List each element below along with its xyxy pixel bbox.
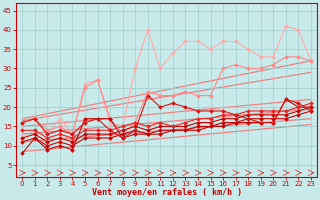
X-axis label: Vent moyen/en rafales ( km/h ): Vent moyen/en rafales ( km/h )	[92, 188, 242, 197]
